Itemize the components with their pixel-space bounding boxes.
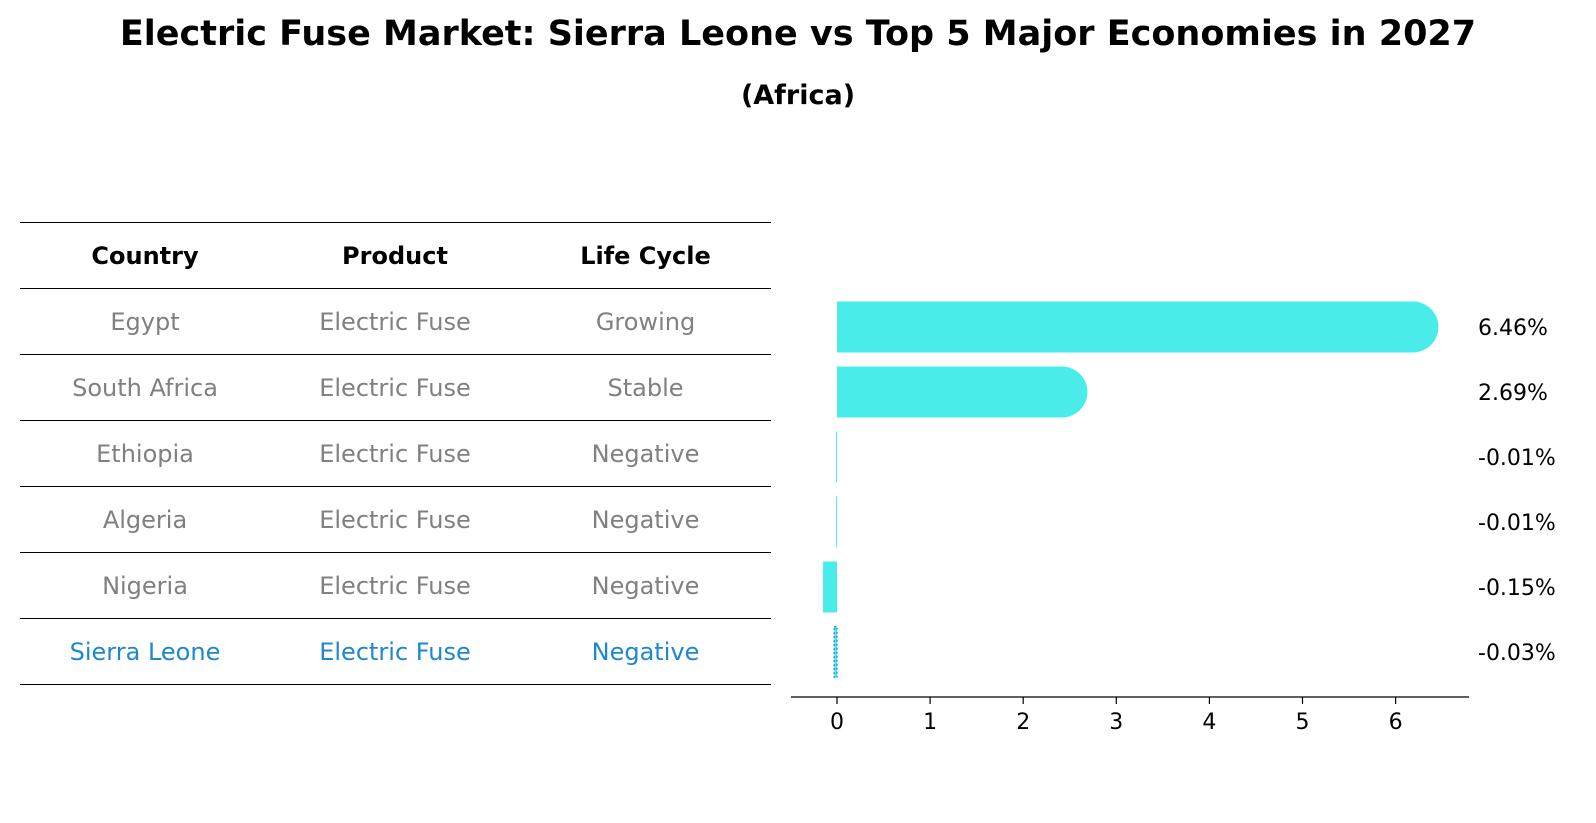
table-row: Nigeria Electric Fuse Negative bbox=[20, 552, 771, 619]
cell-country: Sierra Leone bbox=[20, 618, 270, 685]
cell-product: Electric Fuse bbox=[270, 486, 520, 553]
cell-product: Electric Fuse bbox=[270, 420, 520, 487]
bar-value-label: -0.03% bbox=[1478, 641, 1556, 666]
table-row: Ethiopia Electric Fuse Negative bbox=[20, 420, 771, 487]
bar-egypt bbox=[837, 301, 1439, 353]
header-product: Product bbox=[270, 222, 520, 289]
bar-value-label: 6.46% bbox=[1478, 316, 1548, 341]
cell-life-cycle: Negative bbox=[520, 486, 771, 553]
header-country: Country bbox=[20, 222, 270, 289]
x-tick-label: 5 bbox=[1296, 710, 1310, 735]
cell-life-cycle: Negative bbox=[520, 420, 771, 487]
x-tick-label: 6 bbox=[1389, 710, 1403, 735]
cell-country: South Africa bbox=[20, 354, 270, 421]
cell-life-cycle: Stable bbox=[520, 354, 771, 421]
table-header-row: Country Product Life Cycle bbox=[20, 222, 771, 289]
cell-country: Egypt bbox=[20, 288, 270, 355]
x-tick-label: 3 bbox=[1109, 710, 1123, 735]
bar-algeria bbox=[836, 496, 838, 548]
cell-life-cycle: Growing bbox=[520, 288, 771, 355]
table-row: Egypt Electric Fuse Growing bbox=[20, 288, 771, 355]
bar-value-label: -0.15% bbox=[1478, 576, 1556, 601]
chart-title: Electric Fuse Market: Sierra Leone vs To… bbox=[119, 14, 1477, 54]
table-row: Algeria Electric Fuse Negative bbox=[20, 486, 771, 553]
x-tick-label: 0 bbox=[830, 710, 844, 735]
chart-subtitle: (Africa) bbox=[740, 80, 856, 111]
cell-product: Electric Fuse bbox=[270, 288, 520, 355]
cell-country: Nigeria bbox=[20, 552, 270, 619]
cell-life-cycle: Negative bbox=[520, 552, 771, 619]
bar-sierra-leone bbox=[833, 625, 838, 679]
x-tick-label: 2 bbox=[1016, 710, 1030, 735]
cell-product: Electric Fuse bbox=[270, 552, 520, 619]
bar-value-label: 2.69% bbox=[1478, 381, 1548, 406]
cell-product: Electric Fuse bbox=[270, 618, 520, 685]
cell-country: Ethiopia bbox=[20, 420, 270, 487]
table-row: South Africa Electric Fuse Stable bbox=[20, 354, 771, 421]
header-life-cycle: Life Cycle bbox=[520, 222, 771, 289]
bar-value-label: -0.01% bbox=[1478, 511, 1556, 536]
bar-nigeria bbox=[823, 561, 837, 613]
bar-ethiopia bbox=[836, 431, 838, 483]
cell-product: Electric Fuse bbox=[270, 354, 520, 421]
x-tick-label: 4 bbox=[1202, 710, 1216, 735]
cell-life-cycle: Negative bbox=[520, 618, 771, 685]
bar-south-africa bbox=[837, 366, 1088, 418]
cell-country: Algeria bbox=[20, 486, 270, 553]
market-table: Country Product Life Cycle Egypt Electri… bbox=[20, 222, 771, 685]
x-tick-label: 1 bbox=[923, 710, 937, 735]
bar-value-label: -0.01% bbox=[1478, 446, 1556, 471]
table-row-highlight: Sierra Leone Electric Fuse Negative bbox=[20, 618, 771, 685]
